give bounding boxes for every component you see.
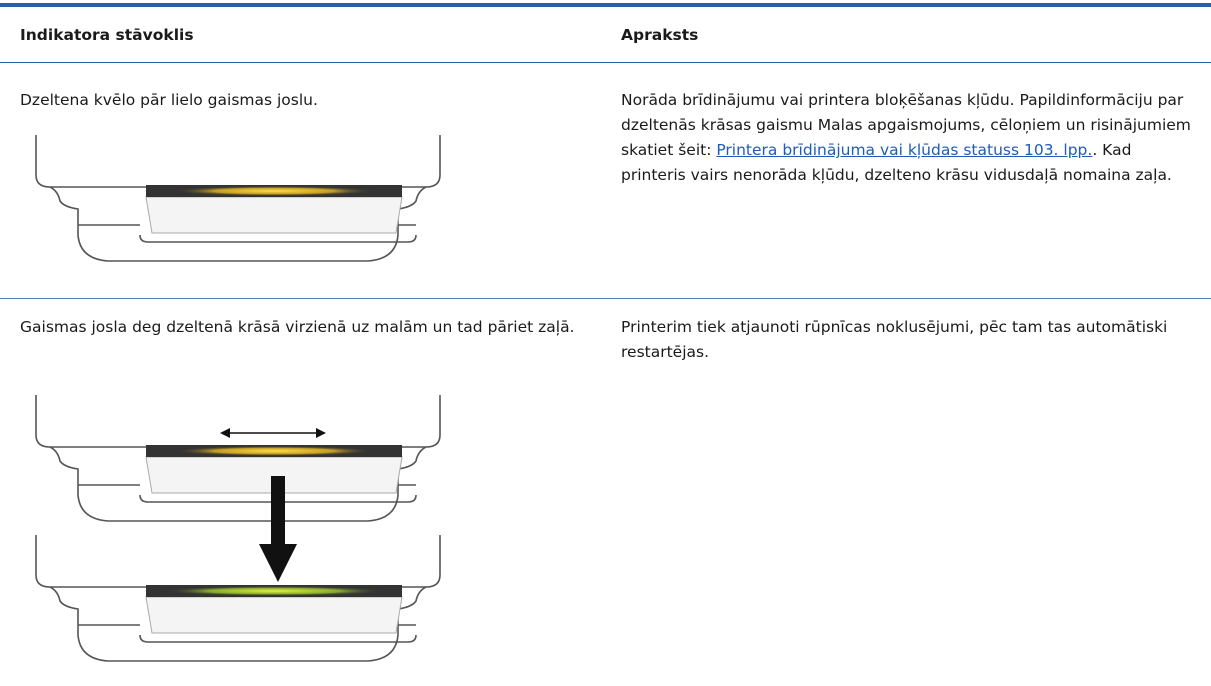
text: . Kad printeris vairs nenorāda kļūdu, dz… (621, 141, 1172, 184)
printer-illustration (35, 534, 441, 662)
top-rule (0, 3, 1211, 7)
down-arrow (259, 476, 297, 582)
column-header: Apraksts (621, 26, 699, 44)
description: Printerim tiek atjaunoti rūpnīcas noklus… (621, 315, 1181, 365)
printer-illustration (35, 394, 441, 522)
header-rule (0, 62, 1211, 63)
description: Norāda brīdinājumu vai printera bloķēšan… (621, 88, 1196, 188)
row-rule (0, 298, 1211, 299)
state-text: Gaismas josla deg dzeltenā krāsā virzien… (20, 318, 575, 336)
printer-illustration (35, 134, 441, 262)
state-text: Dzeltena kvēlo pār lielo gaismas joslu. (20, 91, 318, 109)
double-arrow (220, 428, 326, 438)
link[interactable]: Printera brīdinājuma vai kļūdas statuss … (716, 141, 1093, 159)
column-header: Indikatora stāvoklis (20, 26, 194, 44)
text: Norāda brīdinājumu vai printera bloķēšan… (621, 91, 1191, 159)
text: Printerim tiek atjaunoti rūpnīcas noklus… (621, 318, 1168, 361)
